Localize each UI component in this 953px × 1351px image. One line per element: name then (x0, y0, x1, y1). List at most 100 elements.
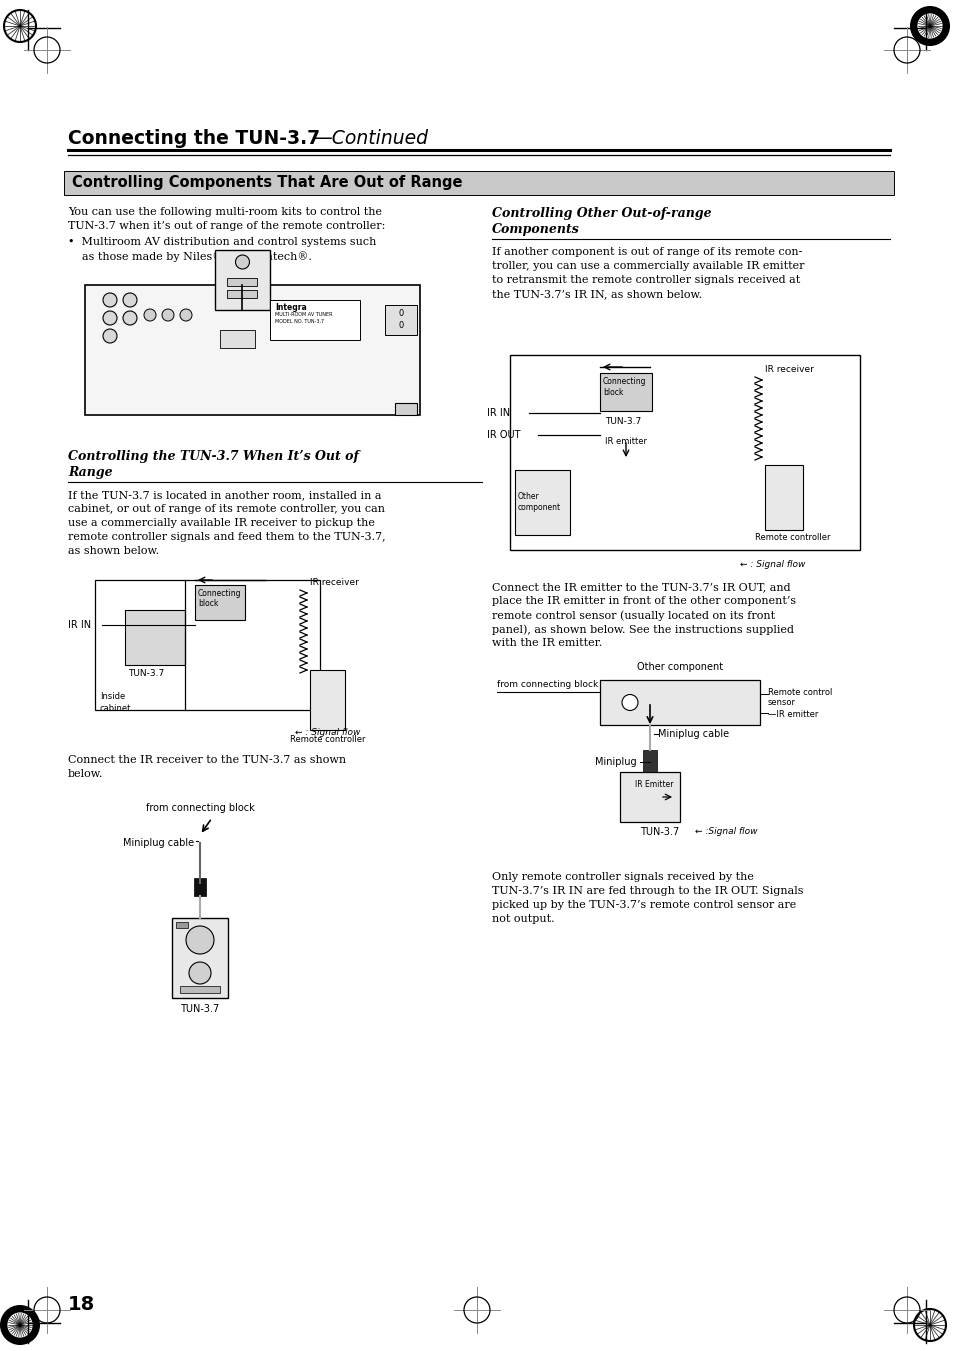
Circle shape (123, 311, 137, 326)
Bar (194, 585, 245, 620)
Text: Remote controller: Remote controller (290, 735, 365, 744)
Bar (193, 878, 206, 896)
Circle shape (103, 293, 117, 307)
Text: Miniplug cable: Miniplug cable (658, 730, 728, 739)
Text: Remote controller: Remote controller (754, 534, 830, 542)
Bar (599, 373, 651, 411)
Text: 0: 0 (398, 320, 403, 330)
Bar (64, 172, 893, 195)
Text: You can use the following multi-room kits to control the: You can use the following multi-room kit… (68, 207, 381, 218)
Text: ⇜ : Signal flow: ⇜ : Signal flow (294, 728, 360, 738)
Circle shape (123, 293, 137, 307)
Text: Connecting the TUN-3.7: Connecting the TUN-3.7 (68, 128, 320, 149)
Text: 0: 0 (398, 308, 403, 317)
Bar (227, 290, 256, 299)
Bar (599, 680, 760, 725)
Bar (85, 285, 419, 415)
Text: Controlling the TUN-3.7 When It’s Out of: Controlling the TUN-3.7 When It’s Out of (68, 450, 358, 463)
Text: with the IR emitter.: with the IR emitter. (492, 638, 601, 648)
Bar (214, 250, 270, 309)
Text: IR Emitter: IR Emitter (635, 780, 673, 789)
Text: TUN-3.7 when it’s out of range of the remote controller:: TUN-3.7 when it’s out of range of the re… (68, 222, 385, 231)
Text: remote controller signals and feed them to the TUN-3.7,: remote controller signals and feed them … (68, 532, 385, 542)
Circle shape (103, 311, 117, 326)
Text: below.: below. (68, 769, 103, 780)
Circle shape (909, 5, 949, 46)
Text: MODEL NO. TUN-3.7: MODEL NO. TUN-3.7 (274, 319, 324, 324)
Text: —Continued: —Continued (313, 128, 428, 149)
Bar (385, 305, 416, 335)
Bar (175, 921, 188, 928)
Text: picked up by the TUN-3.7’s remote control sensor are: picked up by the TUN-3.7’s remote contro… (492, 900, 796, 911)
Text: IR IN: IR IN (486, 408, 510, 417)
Text: TUN-3.7: TUN-3.7 (128, 669, 164, 678)
Circle shape (103, 330, 117, 343)
Text: Integra: Integra (274, 303, 307, 312)
Text: Components: Components (492, 223, 579, 236)
Text: from connecting block: from connecting block (497, 680, 598, 689)
Bar (619, 771, 679, 821)
Text: troller, you can use a commercially available IR emitter: troller, you can use a commercially avai… (492, 261, 803, 272)
Text: Other component: Other component (637, 662, 722, 671)
Bar (510, 355, 859, 550)
Circle shape (144, 309, 156, 322)
Text: as shown below.: as shown below. (68, 546, 159, 557)
Text: IR emitter: IR emitter (604, 436, 646, 446)
Text: sensor: sensor (767, 698, 795, 707)
Text: MULTI-ROOM AV TUNER: MULTI-ROOM AV TUNER (274, 312, 333, 317)
Text: component: component (517, 503, 560, 512)
Text: to retransmit the remote controller signals received at: to retransmit the remote controller sign… (492, 276, 800, 285)
Text: If the TUN-3.7 is located in another room, installed in a: If the TUN-3.7 is located in another roo… (68, 490, 381, 500)
Text: TUN-3.7: TUN-3.7 (180, 1004, 219, 1015)
Text: Connecting: Connecting (198, 589, 241, 598)
Text: cabinet: cabinet (100, 704, 132, 713)
Text: 18: 18 (68, 1296, 95, 1315)
Text: TUN-3.7: TUN-3.7 (604, 417, 640, 426)
Bar (642, 750, 657, 771)
Text: block: block (602, 388, 622, 397)
Text: Controlling Other Out-of-range: Controlling Other Out-of-range (492, 207, 711, 220)
Text: panel), as shown below. See the instructions supplied: panel), as shown below. See the instruct… (492, 624, 793, 635)
Text: ⇜ : Signal flow: ⇜ : Signal flow (740, 561, 804, 569)
Circle shape (621, 694, 638, 711)
Text: Miniplug: Miniplug (595, 757, 636, 767)
Text: If another component is out of range of its remote con-: If another component is out of range of … (492, 247, 801, 257)
Text: —IR emitter: —IR emitter (767, 711, 818, 719)
Text: Controlling Components That Are Out of Range: Controlling Components That Are Out of R… (71, 176, 462, 190)
Bar (395, 403, 416, 415)
Text: as those made by Niles® and Xantech®.: as those made by Niles® and Xantech®. (68, 251, 312, 262)
Bar (310, 670, 345, 730)
Circle shape (162, 309, 173, 322)
Text: IR receiver: IR receiver (310, 578, 358, 586)
Circle shape (189, 962, 211, 984)
Circle shape (235, 255, 250, 269)
Text: Range: Range (68, 466, 112, 480)
Bar (95, 580, 319, 711)
Text: IR receiver: IR receiver (764, 365, 813, 374)
Text: cabinet, or out of range of its remote controller, you can: cabinet, or out of range of its remote c… (68, 504, 385, 513)
Circle shape (180, 309, 192, 322)
Text: Remote control: Remote control (767, 688, 832, 697)
Text: the TUN-3.7’s IR IN, as shown below.: the TUN-3.7’s IR IN, as shown below. (492, 289, 701, 299)
Text: use a commercially available IR receiver to pickup the: use a commercially available IR receiver… (68, 517, 375, 528)
Text: remote control sensor (usually located on its front: remote control sensor (usually located o… (492, 611, 774, 620)
Text: Connect the IR emitter to the TUN-3.7’s IR OUT, and: Connect the IR emitter to the TUN-3.7’s … (492, 582, 790, 592)
Bar (764, 465, 802, 530)
Circle shape (917, 14, 942, 39)
Circle shape (186, 925, 213, 954)
Text: Miniplug cable: Miniplug cable (123, 838, 193, 848)
Text: IR IN: IR IN (68, 620, 91, 630)
Bar (220, 330, 254, 349)
Text: Connect the IR receiver to the TUN-3.7 as shown: Connect the IR receiver to the TUN-3.7 a… (68, 755, 346, 765)
Text: not output.: not output. (492, 915, 554, 924)
Text: IR OUT: IR OUT (486, 430, 520, 440)
Text: place the IR emitter in front of the other component’s: place the IR emitter in front of the oth… (492, 596, 796, 607)
Text: ⇜ :Signal flow: ⇜ :Signal flow (695, 827, 757, 836)
Bar (125, 611, 185, 665)
Text: TUN-3.7’s IR IN are fed through to the IR OUT. Signals: TUN-3.7’s IR IN are fed through to the I… (492, 886, 802, 896)
Text: Other: Other (517, 492, 539, 501)
Circle shape (0, 1305, 40, 1346)
Text: Connecting: Connecting (602, 377, 646, 386)
Text: Inside: Inside (100, 692, 125, 701)
Text: TUN-3.7: TUN-3.7 (639, 827, 679, 838)
